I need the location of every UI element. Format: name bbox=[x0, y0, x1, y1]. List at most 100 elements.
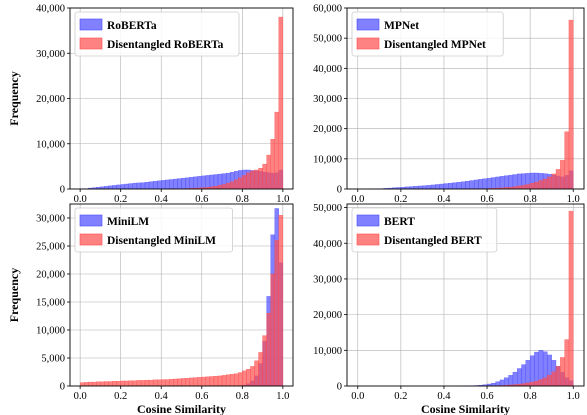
x-tick-label: 0.6 bbox=[480, 194, 493, 205]
x-tick-label: 0.0 bbox=[74, 194, 87, 205]
bar-disentangled bbox=[229, 374, 235, 387]
bar-original bbox=[439, 183, 445, 190]
bar-original bbox=[448, 182, 453, 190]
y-tick-label: 0 bbox=[337, 185, 342, 196]
bar-original bbox=[456, 182, 462, 190]
bar-disentangled bbox=[197, 377, 202, 387]
bar-disentangled bbox=[189, 377, 194, 387]
bar-disentangled bbox=[88, 381, 93, 387]
bar-original bbox=[469, 180, 475, 190]
legend-label: MiniLM bbox=[107, 216, 149, 228]
bar-original bbox=[128, 183, 134, 190]
bar-disentangled bbox=[517, 185, 522, 190]
legend-swatch-original bbox=[79, 214, 103, 227]
bar-original bbox=[108, 185, 113, 190]
bar-disentangled bbox=[140, 380, 146, 387]
y-tick-label: 30,000 bbox=[36, 49, 65, 60]
bar-original bbox=[161, 180, 166, 190]
bar-disentangled bbox=[542, 377, 548, 387]
bar-disentangled bbox=[132, 380, 138, 387]
bar-disentangled bbox=[104, 381, 109, 387]
bar-original bbox=[120, 184, 125, 190]
bar-disentangled bbox=[152, 379, 158, 387]
bar-original bbox=[132, 182, 138, 190]
bar-disentangled bbox=[181, 378, 186, 387]
bar-disentangled bbox=[564, 339, 570, 387]
y-tick-label: 0 bbox=[60, 382, 65, 393]
bar-disentangled bbox=[246, 369, 251, 387]
bar-disentangled bbox=[217, 375, 223, 387]
x-tick-label: 0.6 bbox=[195, 194, 208, 205]
y-tick-label: 40,000 bbox=[36, 4, 65, 15]
panel-top-right: 0 10,000 20,000 30,000 40,000 50,000 60,000 0.0… bbox=[313, 4, 585, 205]
legend-label: MPNet bbox=[384, 20, 419, 32]
bar-disentangled bbox=[108, 381, 113, 387]
legend-label: RoBERTa bbox=[107, 20, 157, 32]
x-tick-label: 0.6 bbox=[195, 391, 208, 402]
x-tick-label: 0.8 bbox=[236, 194, 249, 205]
legend-frame bbox=[74, 207, 234, 253]
bar-original bbox=[152, 181, 158, 190]
bar-original bbox=[512, 371, 518, 387]
bar-disentangled bbox=[555, 366, 561, 387]
x-tick-label: 0.8 bbox=[524, 391, 537, 402]
bar-disentangled bbox=[542, 178, 548, 190]
x-tick-label: 0.0 bbox=[74, 391, 87, 402]
bar-disentangled bbox=[221, 375, 227, 387]
bar-original bbox=[124, 183, 129, 190]
y-tick-label: 5,000 bbox=[41, 354, 65, 365]
bar-original bbox=[181, 177, 186, 190]
bar-original bbox=[504, 175, 509, 190]
legend-label: Disentangled RoBERTa bbox=[107, 39, 224, 51]
bar-disentangled bbox=[242, 175, 247, 190]
y-tick-label: 40,000 bbox=[313, 239, 342, 250]
y-tick-label: 30,000 bbox=[313, 274, 342, 285]
x-tick-label: 0.4 bbox=[437, 391, 451, 402]
bar-disentangled bbox=[148, 379, 154, 387]
bar-disentangled bbox=[238, 372, 243, 387]
y-tick-label: 30,000 bbox=[313, 94, 342, 105]
bar-original bbox=[177, 178, 182, 190]
bar-disentangled bbox=[258, 352, 263, 387]
bar-disentangled bbox=[560, 160, 565, 190]
bar-disentangled bbox=[555, 169, 561, 190]
y-tick-label: 10,000 bbox=[313, 154, 342, 165]
bar-disentangled bbox=[185, 377, 190, 387]
bar-disentangled bbox=[96, 381, 101, 387]
y-tick-label: 20,000 bbox=[36, 270, 65, 281]
bar-disentangled bbox=[84, 382, 89, 387]
y-tick-label: 50,000 bbox=[313, 34, 342, 45]
bar-disentangled bbox=[177, 378, 182, 387]
bar-original bbox=[435, 184, 440, 190]
x-axis-label: Cosine Similarity bbox=[421, 402, 510, 415]
bar-original bbox=[473, 179, 479, 190]
x-tick-label: 0.6 bbox=[480, 391, 493, 402]
x-tick-label: 0.8 bbox=[524, 194, 537, 205]
bar-disentangled bbox=[100, 381, 105, 387]
bar-original bbox=[165, 179, 170, 190]
legend-swatch-disentangled bbox=[356, 233, 380, 246]
bar-disentangled bbox=[534, 181, 539, 190]
bar-disentangled bbox=[242, 370, 247, 387]
y-tick-label: 20,000 bbox=[313, 310, 342, 321]
x-tick-label: 0.0 bbox=[351, 391, 364, 402]
x-tick-label: 0.4 bbox=[437, 194, 451, 205]
x-tick-label: 1.0 bbox=[276, 391, 289, 402]
bar-original bbox=[491, 177, 496, 190]
bar-original bbox=[173, 178, 178, 190]
bar-disentangled bbox=[529, 183, 535, 190]
legend: BERT Disentangled BERT bbox=[351, 207, 498, 253]
bar-disentangled bbox=[525, 184, 531, 190]
panel-top-left: 0 10,000 20,000 30,000 40,000 0.0 0.2 0.4 0.6 0.8… bbox=[7, 4, 294, 205]
bar-disentangled bbox=[161, 379, 166, 387]
panel-bottom-left: 0 5,000 10,000 15,000 20,000 25,000 30,000 0.0 0… bbox=[7, 203, 294, 415]
y-tick-label: 10,000 bbox=[313, 346, 342, 357]
bar-disentangled bbox=[547, 176, 552, 190]
x-tick-label: 1.0 bbox=[276, 194, 289, 205]
bar-disentangled bbox=[250, 366, 255, 387]
bar-disentangled bbox=[221, 184, 227, 190]
bar-disentangled bbox=[254, 169, 259, 190]
bar-disentangled bbox=[128, 380, 134, 387]
bar-disentangled bbox=[116, 381, 121, 387]
y-tick-label: 40,000 bbox=[313, 64, 342, 75]
